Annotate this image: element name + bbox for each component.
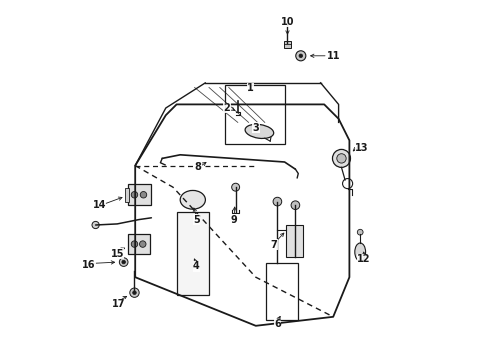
Text: 2: 2 [223, 103, 230, 113]
Circle shape [333, 149, 350, 167]
Bar [125, 188, 129, 202]
Ellipse shape [180, 190, 205, 209]
Bar [176, 212, 209, 295]
Text: 12: 12 [357, 254, 370, 264]
Text: 5: 5 [193, 215, 200, 225]
Text: 8: 8 [195, 162, 202, 172]
Text: 3: 3 [252, 123, 259, 133]
Circle shape [140, 192, 147, 198]
Text: 9: 9 [231, 215, 238, 225]
Text: 11: 11 [326, 51, 340, 61]
Text: 1: 1 [247, 83, 254, 93]
Text: 4: 4 [193, 261, 200, 271]
Circle shape [291, 201, 300, 210]
Circle shape [133, 291, 136, 294]
Text: 7: 7 [270, 240, 277, 250]
Circle shape [273, 197, 282, 206]
Circle shape [131, 241, 138, 247]
Circle shape [120, 258, 128, 266]
Text: 15: 15 [110, 249, 124, 259]
Circle shape [92, 221, 99, 229]
Text: 13: 13 [355, 143, 369, 153]
Bar [284, 41, 291, 48]
Circle shape [299, 54, 303, 58]
Circle shape [131, 192, 138, 198]
Circle shape [232, 183, 240, 191]
Ellipse shape [245, 124, 274, 139]
Bar [128, 234, 149, 254]
Circle shape [140, 241, 146, 247]
Bar [225, 85, 285, 144]
Bar [266, 263, 298, 320]
Circle shape [122, 260, 125, 264]
Text: 14: 14 [93, 200, 106, 210]
Text: 6: 6 [274, 319, 281, 329]
Text: 17: 17 [112, 299, 125, 309]
Ellipse shape [355, 243, 366, 261]
Bar [286, 225, 303, 257]
Circle shape [130, 288, 139, 297]
Text: 16: 16 [82, 260, 95, 270]
Bar [128, 184, 151, 205]
Circle shape [296, 51, 306, 61]
Circle shape [337, 154, 346, 163]
Circle shape [357, 229, 363, 235]
Text: 10: 10 [281, 17, 294, 27]
